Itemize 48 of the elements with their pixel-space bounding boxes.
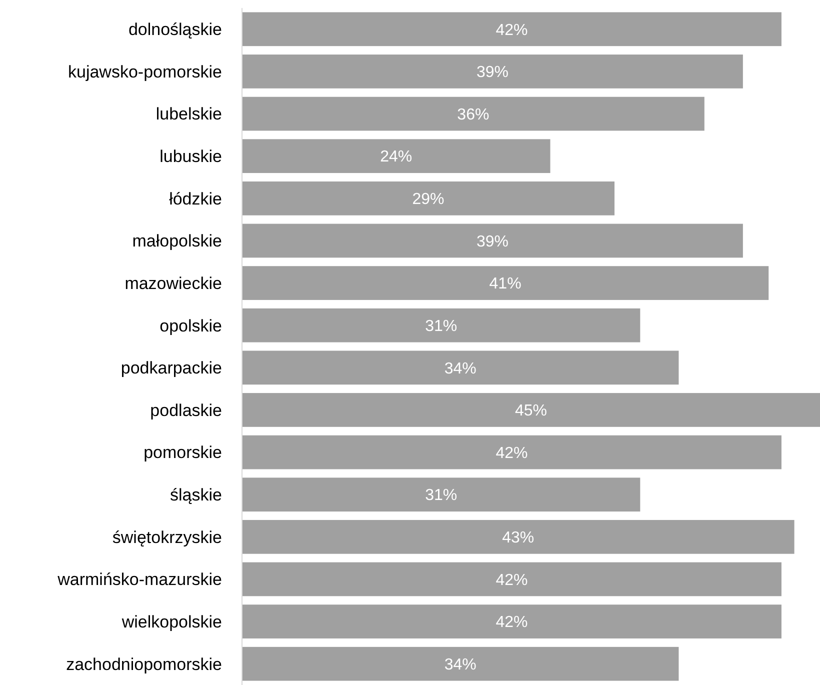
bar	[242, 96, 704, 131]
bar	[242, 562, 782, 596]
data-label: 42%	[496, 572, 528, 589]
y-tick-label: zachodniopomorskie	[66, 654, 222, 674]
bar	[242, 393, 820, 427]
bar	[242, 54, 743, 88]
y-tick-label: małopolskie	[132, 232, 222, 251]
bar	[242, 139, 550, 174]
data-label: 24%	[380, 148, 412, 166]
data-label: 29%	[412, 191, 444, 208]
data-label: 43%	[502, 530, 534, 547]
data-label: 42%	[496, 614, 528, 632]
data-label: 31%	[425, 487, 458, 504]
bar	[242, 520, 794, 554]
y-tick-label: warmińsko-mazurskie	[56, 570, 222, 590]
y-tick-label: lubuskie	[160, 147, 222, 166]
y-tick-label: łódzkie	[169, 189, 222, 208]
y-tick-label: pomorskie	[144, 443, 222, 462]
y-tick-label: mazowieckie	[124, 274, 222, 293]
bar	[242, 350, 679, 385]
bar	[242, 435, 782, 470]
y-tick-label: wielkopolskie	[120, 612, 222, 632]
bar	[242, 308, 640, 342]
bar	[242, 266, 769, 300]
data-label: 39%	[476, 64, 508, 82]
y-tick-label: opolskie	[160, 316, 222, 336]
y-tick-label: śląskie	[170, 486, 222, 505]
y-tick-label: dolnośląskie	[128, 20, 222, 40]
y-tick-label: świętokrzyskie	[112, 528, 222, 547]
data-label: 31%	[425, 318, 458, 335]
bar	[242, 181, 614, 216]
data-label: 42%	[496, 22, 528, 39]
bar	[242, 478, 640, 512]
data-label: 39%	[476, 233, 508, 250]
data-label: 34%	[444, 360, 476, 378]
data-label: 41%	[489, 276, 522, 293]
y-tick-label: kujawsko-pomorskie	[68, 62, 222, 82]
y-tick-label: podlaskie	[150, 400, 222, 420]
data-label: 34%	[444, 656, 476, 674]
bar	[242, 12, 782, 46]
data-label: 45%	[514, 402, 548, 420]
bar	[242, 604, 782, 638]
y-tick-label: podkarpackie	[120, 358, 222, 378]
bar	[242, 224, 743, 258]
bar	[242, 646, 679, 681]
data-label: 42%	[496, 444, 528, 462]
data-label: 36%	[457, 106, 490, 124]
y-tick-label: lubelskie	[156, 104, 222, 124]
